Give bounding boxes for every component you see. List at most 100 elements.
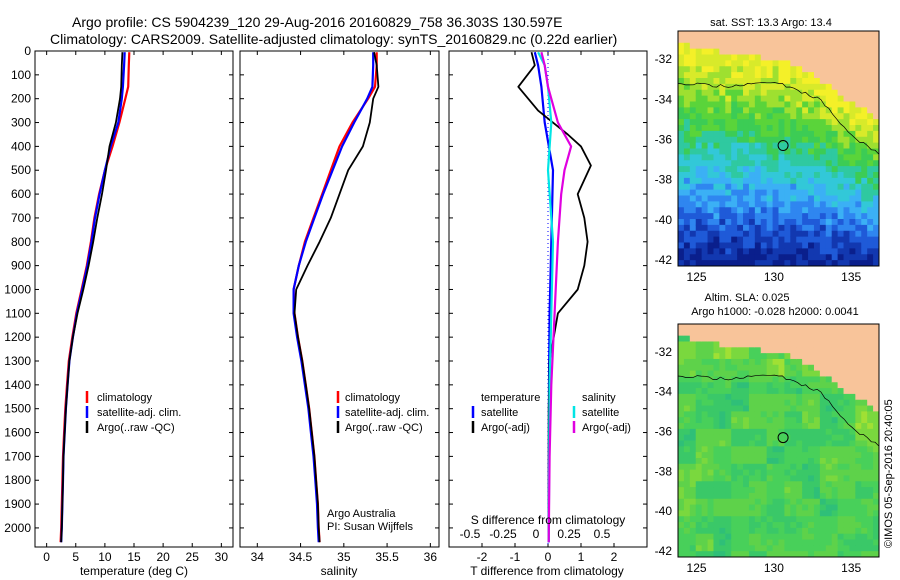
- sla-map-cell: [678, 487, 685, 494]
- sst-map-cell: [754, 89, 762, 97]
- sla-map-cell: [701, 370, 709, 378]
- sla-map-cell: [825, 469, 833, 477]
- sla-map-cell: [796, 370, 803, 378]
- sst-map-cell: [683, 172, 691, 179]
- sla-map-cell: [784, 423, 791, 430]
- sst-map-cell: [754, 42, 762, 50]
- sst-map-cell: [808, 113, 815, 120]
- sla-map-cell: [843, 399, 851, 407]
- sla-map-cell: [778, 388, 786, 395]
- sla-map-cell: [796, 487, 803, 494]
- sla-map-cell: [772, 492, 780, 500]
- sst-map-cell: [678, 66, 685, 73]
- sst-map-cell: [772, 125, 780, 132]
- sla-map-cell: [784, 353, 791, 360]
- sla-map-cell: [707, 434, 715, 442]
- sla-map-cell: [843, 341, 851, 348]
- imos-copyright: ©IMOS 05-Sep-2016 20:40:05: [883, 399, 895, 548]
- sla-map-cell: [855, 539, 862, 546]
- sst-map-cell: [678, 136, 685, 144]
- sst-map-cell: [778, 54, 786, 61]
- sla-map-cell: [678, 516, 685, 523]
- sst-map-cell: [731, 224, 738, 232]
- sla-map-cell: [802, 347, 809, 354]
- sla-map-cell: [689, 353, 697, 360]
- sst-map-cell: [855, 142, 862, 150]
- sst-map-cell: [813, 201, 821, 208]
- sla-map-cell: [873, 539, 879, 546]
- sst-map-cell: [849, 224, 856, 232]
- sst-map-cell: [719, 195, 726, 202]
- sst-map-cell: [678, 78, 685, 85]
- sla-map-cell: [689, 358, 697, 366]
- sst-map-cell: [873, 260, 879, 266]
- sla-map-cell: [731, 492, 738, 500]
- sla-map-cell: [813, 463, 821, 471]
- sla-map-cell: [837, 527, 845, 535]
- sst-map-cell: [743, 142, 750, 150]
- sst-map-cell: [843, 54, 851, 61]
- sst-map-cell: [861, 78, 868, 85]
- sla-map-cell: [790, 446, 797, 453]
- sla-map-cell: [867, 504, 874, 511]
- sst-map-cell: [760, 89, 768, 97]
- sla-map-cell: [849, 405, 856, 412]
- sst-map-cell: [725, 177, 732, 185]
- sla-map-cell: [678, 428, 685, 436]
- sla-map-cell: [802, 382, 809, 389]
- sla-map-cell: [766, 353, 774, 360]
- sla-map-cell: [855, 329, 862, 337]
- sst-map-cell: [737, 142, 744, 150]
- sla-map-cell: [849, 452, 856, 459]
- sla-map-cell: [808, 376, 815, 383]
- sla-map-cell: [683, 364, 691, 372]
- sst-map-cell: [778, 60, 786, 67]
- sla-map-cell: [778, 481, 786, 488]
- sla-map-cell: [849, 498, 856, 506]
- sst-map-cell: [737, 172, 744, 179]
- sst-map-cell: [825, 101, 833, 108]
- sst-map-cell: [825, 166, 833, 173]
- sla-map-cell: [790, 329, 797, 337]
- sla-map-cell: [808, 527, 815, 535]
- sst-map-cell: [766, 42, 774, 50]
- sst-map-cell: [867, 136, 874, 144]
- sst-map-cell: [855, 224, 862, 232]
- sla-map-cell: [689, 411, 697, 418]
- sla-map-cell: [802, 370, 809, 378]
- sst-map-cell: [731, 72, 738, 79]
- sla-map-cell: [766, 329, 774, 337]
- sst-map-cell: [849, 89, 856, 97]
- sla-map-cell: [766, 510, 774, 517]
- sst-map-cell: [689, 183, 697, 191]
- sst-map-cell: [849, 66, 856, 73]
- sst-map-cell: [743, 172, 750, 179]
- sla-map-cell: [784, 527, 791, 535]
- sla-map-cell: [873, 492, 879, 500]
- sst-map-cell: [754, 72, 762, 79]
- sla-map-cell: [707, 539, 715, 546]
- sst-map-cell: [725, 31, 732, 38]
- sst-map-cell: [707, 142, 715, 150]
- sla-map-cell: [831, 399, 839, 407]
- sst-map-cell: [802, 260, 809, 266]
- sst-map-cell: [683, 72, 691, 79]
- sla-map-cell: [754, 388, 762, 395]
- sst-map-cell: [867, 254, 874, 261]
- sla-map-cell: [719, 551, 726, 557]
- sst-map-cell: [683, 31, 691, 38]
- sla-map-cell: [867, 399, 874, 407]
- sst-map-cell: [778, 89, 786, 97]
- sla-map-cell: [802, 492, 809, 500]
- sst-map-cell: [861, 189, 868, 197]
- sst-map-cell: [701, 107, 709, 114]
- sst-map-cell: [754, 201, 762, 208]
- sla-map-cell: [831, 481, 839, 488]
- sst-map-cell: [808, 136, 815, 144]
- sla-map-cell: [849, 417, 856, 424]
- sla-map-cell: [713, 393, 720, 401]
- sst-map-cell: [813, 154, 821, 161]
- sst-map-cell: [825, 224, 833, 232]
- sla-map-cell: [737, 329, 744, 337]
- sla-map-cell: [719, 358, 726, 366]
